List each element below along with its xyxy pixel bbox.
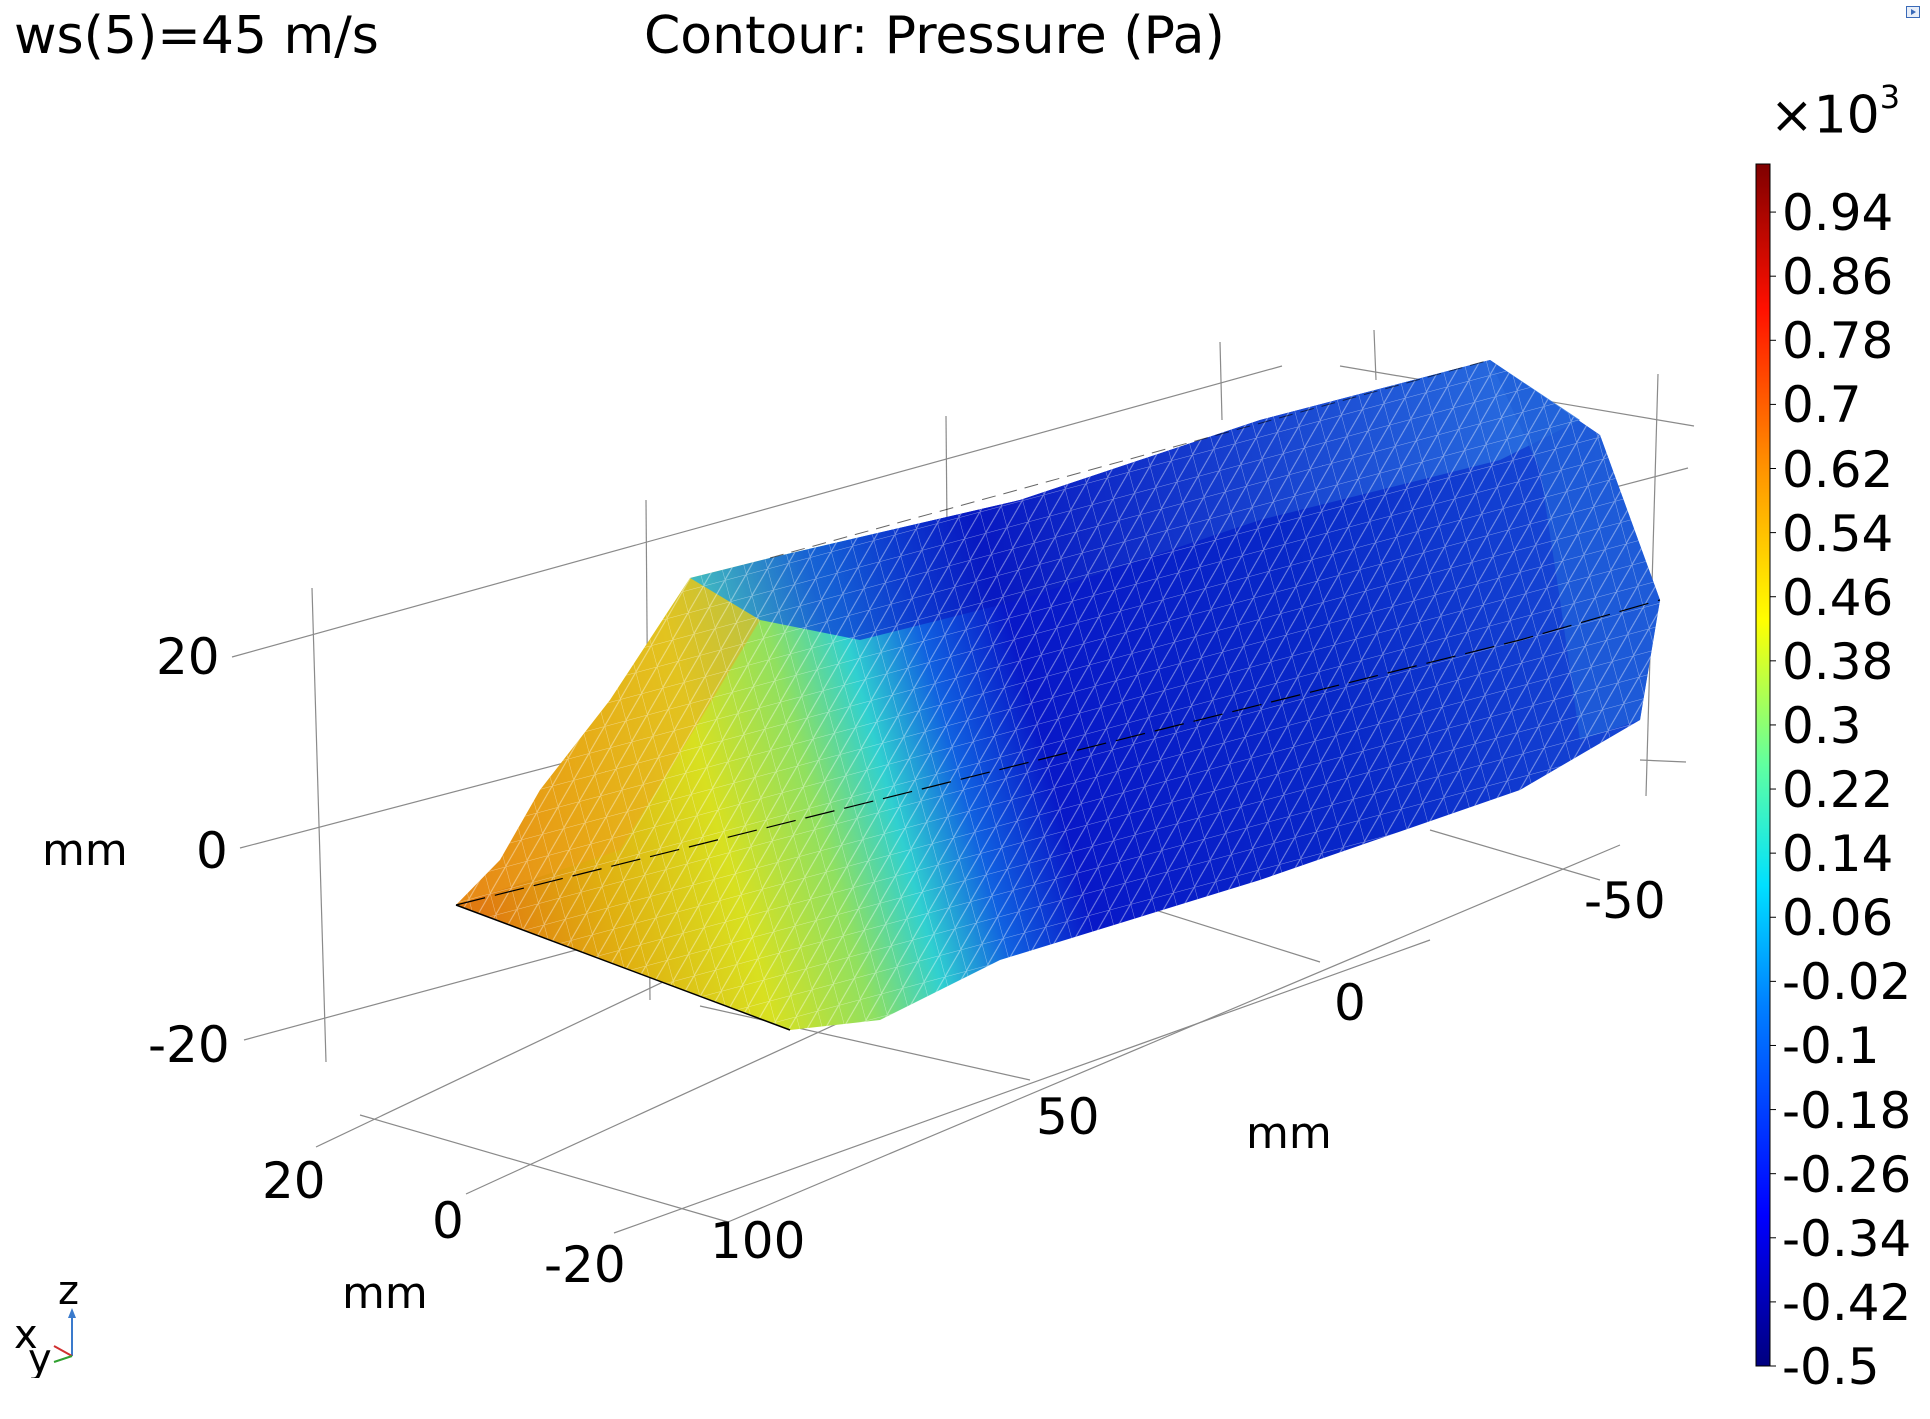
- colorbar-multiplier: ×103: [1770, 78, 1900, 146]
- colorbar-tick-label: 0.46: [1782, 568, 1894, 627]
- bullet-body-surface: [455, 359, 1661, 1031]
- y-tick: -20: [544, 1236, 626, 1294]
- y-tick: 0: [432, 1192, 464, 1250]
- colorbar-tick-label: 0.94: [1782, 184, 1894, 243]
- colorbar-tick-label: 0.22: [1782, 761, 1894, 820]
- colorbar-tick-label: 0.86: [1782, 248, 1894, 307]
- colorbar-tick-label: -0.34: [1782, 1209, 1912, 1268]
- colorbar-tick-label: -0.26: [1782, 1145, 1912, 1204]
- colorbar-tick-label: -0.1: [1782, 1017, 1880, 1076]
- colorbar-tick-label: -0.02: [1782, 953, 1912, 1012]
- z-tick: 20: [156, 628, 220, 686]
- colorbar-tick-label: 0.78: [1782, 312, 1894, 371]
- colorbar-multiplier-exp: 3: [1879, 78, 1901, 116]
- colorbar-tick-label: 0.62: [1782, 440, 1894, 499]
- x-tick: 0: [1334, 974, 1366, 1032]
- triad-z-label: z: [58, 1268, 79, 1314]
- colorbar-tick-label: -0.18: [1782, 1081, 1912, 1140]
- colorbar: [1755, 163, 1771, 1367]
- colorbar-multiplier-base: ×10: [1770, 85, 1880, 146]
- colorbar-tick-label: 0.54: [1782, 504, 1894, 563]
- colorbar-tick-label: 0.14: [1782, 825, 1894, 884]
- z-axis-label: mm: [42, 825, 128, 876]
- colorbar-tick-label: 0.3: [1782, 696, 1862, 755]
- plot-title: Contour: Pressure (Pa): [644, 6, 1225, 66]
- colorbar-tick-label: 0.7: [1782, 376, 1862, 435]
- y-axis-label: mm: [342, 1268, 428, 1319]
- colorbar-tick-label: -0.5: [1782, 1338, 1880, 1396]
- x-tick: -50: [1584, 872, 1666, 930]
- x-tick: 50: [1036, 1088, 1100, 1146]
- x-axis-label: mm: [1246, 1108, 1332, 1159]
- z-tick: 0: [196, 822, 228, 880]
- colorbar-tick-label: -0.42: [1782, 1273, 1912, 1332]
- triad-x-label: x: [14, 1312, 38, 1358]
- axes-orientation-triad: z x y: [14, 1268, 79, 1378]
- triad-y-label: y: [28, 1336, 52, 1378]
- colorbar-tick-label: 0.38: [1782, 632, 1894, 691]
- z-tick: -20: [148, 1016, 230, 1074]
- colorbar-tick-label: 0.06: [1782, 889, 1894, 948]
- window-control-icon[interactable]: [1906, 6, 1920, 18]
- y-tick: 20: [262, 1152, 326, 1210]
- x-tick: 100: [710, 1212, 806, 1270]
- parameter-label: ws(5)=45 m/s: [14, 6, 379, 66]
